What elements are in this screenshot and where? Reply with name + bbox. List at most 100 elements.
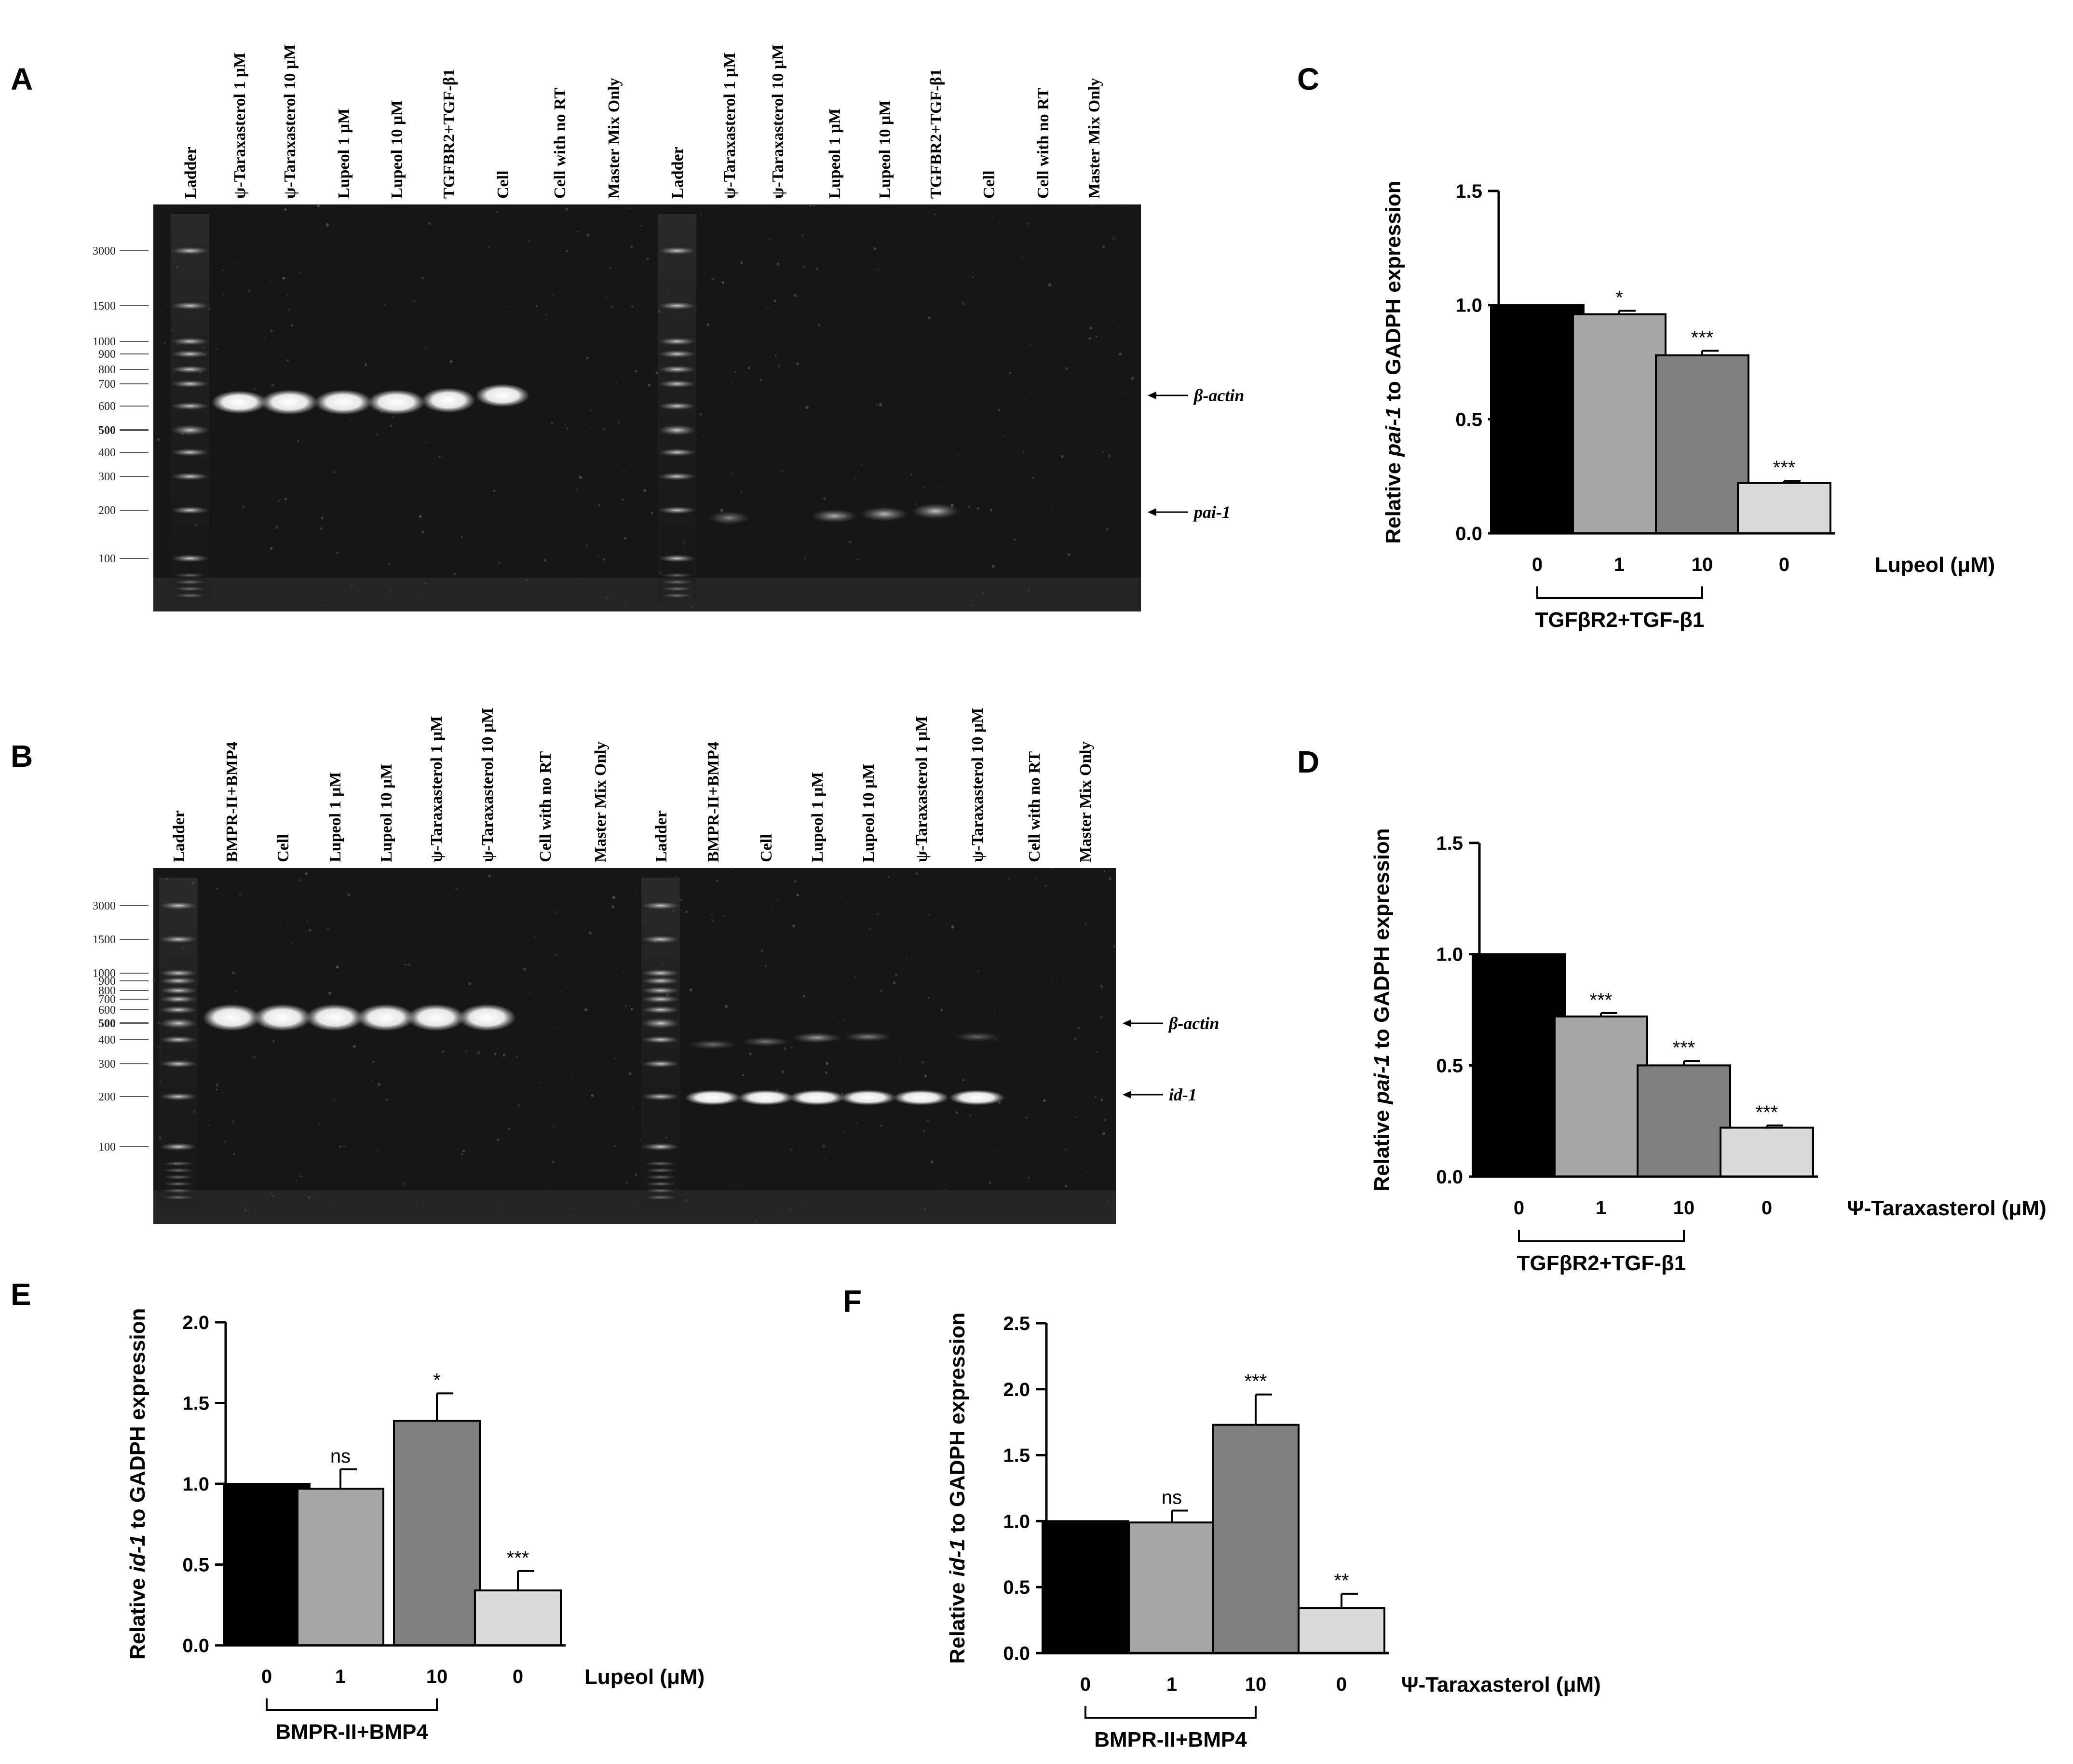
gel-speck	[1122, 392, 1123, 393]
gel-speck	[412, 299, 416, 302]
gel-speck	[306, 447, 308, 449]
gel-speck	[438, 455, 441, 458]
chart-f: 0.0 0.5 1.0 1.5 2.0 2.5 Relative id-1 to GADPH…	[946, 1313, 1601, 1751]
gel-speck	[528, 240, 530, 243]
gel-speck	[397, 903, 399, 904]
gel-speck	[566, 427, 569, 430]
gel-speck	[606, 297, 608, 299]
gel-speck	[377, 1083, 381, 1086]
x-tick-label: 0	[1779, 554, 1789, 575]
gel-band	[844, 1032, 892, 1042]
gel-band	[893, 1090, 949, 1105]
gel-speck	[216, 348, 217, 350]
group-bracket	[1536, 586, 1703, 599]
gel-speck	[1044, 890, 1046, 891]
gel-speck	[566, 250, 569, 253]
y-tick-label: 0.0	[1436, 1167, 1463, 1188]
y-tick-label: 2.5	[1003, 1313, 1030, 1334]
gel-speck	[1089, 326, 1093, 330]
gel-speck	[805, 406, 809, 409]
y-tick-label: 1.5	[1003, 1445, 1030, 1466]
gel-speck	[545, 319, 547, 321]
gel-speck	[635, 890, 637, 892]
gel-speck	[767, 307, 769, 309]
ladder-band	[644, 1161, 677, 1166]
lane-label: ψ-Taraxasterol 10 μM	[281, 44, 299, 199]
ladder-band	[171, 338, 209, 345]
gel-speck	[602, 428, 606, 432]
y-axis-title-gene: pai-1	[1370, 1055, 1394, 1105]
gel-speck	[639, 1139, 642, 1140]
gel-band	[458, 1004, 516, 1031]
gel-speck	[298, 879, 300, 882]
gel-speck	[1035, 877, 1037, 880]
gel-speck	[1100, 1016, 1103, 1018]
gel-speck	[893, 981, 896, 984]
ladder-band	[658, 555, 696, 562]
y-tick-label: 2.0	[182, 1312, 209, 1333]
y-axis-title-gene: pai-1	[1382, 407, 1405, 457]
group-bracket-label: BMPR-II+BMP4	[1094, 1728, 1247, 1751]
gel-speck	[611, 305, 614, 309]
gel-speck	[590, 410, 592, 411]
lane-label: Lupeol 10 μM	[388, 100, 406, 199]
y-axis-title: Relative pai-1 to GADPH expression	[1382, 180, 1405, 543]
gel-speck	[465, 1050, 467, 1052]
gel-speck	[764, 965, 767, 967]
gel-speck	[271, 330, 273, 332]
gel-speck	[319, 219, 321, 220]
gel-speck	[498, 561, 501, 564]
gel-speck	[1103, 870, 1105, 872]
gel-speck	[1022, 451, 1024, 453]
gel-speck	[1108, 455, 1111, 457]
bar	[1637, 1064, 1731, 1178]
gel-speck	[997, 1151, 999, 1153]
gel-speck	[1030, 344, 1031, 346]
gel-speck	[1043, 1099, 1046, 1102]
gel-speck	[157, 1046, 159, 1048]
ladder-band	[641, 995, 680, 1003]
ladder-band	[159, 1018, 198, 1029]
lane-label: Cell	[980, 170, 998, 199]
panel-letter-a: A	[11, 62, 33, 96]
significance-label: ***	[1673, 1037, 1695, 1058]
gel-speck	[910, 473, 913, 475]
gel-speck	[317, 204, 320, 207]
gel-speck	[282, 276, 285, 280]
gel-speck	[442, 1050, 445, 1053]
gel-speck	[388, 563, 390, 566]
gel-speck	[617, 421, 621, 424]
gel-speck	[376, 433, 379, 436]
gel-speck	[1074, 1037, 1077, 1041]
gel-speck	[824, 1158, 826, 1159]
x-tick-label: 1	[1596, 1197, 1606, 1219]
y-tick-label: 1.0	[1436, 944, 1463, 965]
band-arrow-head	[1123, 1091, 1131, 1099]
gel-speck	[980, 1154, 982, 1156]
gel-speck	[680, 898, 683, 901]
gel-speck	[777, 364, 781, 367]
x-tick-label: 10	[426, 1666, 448, 1687]
gel-speck	[299, 271, 301, 273]
gel-speck	[404, 963, 406, 965]
gel-speck	[927, 914, 930, 916]
marker-size-label: 600	[98, 1004, 116, 1017]
bar	[1720, 1126, 1814, 1178]
gel-band	[689, 1040, 737, 1049]
gel-speck	[876, 404, 878, 406]
gel-band	[357, 1004, 415, 1031]
significance-label: **	[1334, 1570, 1349, 1591]
y-tick-label: 0.5	[1455, 409, 1482, 430]
gel-speck	[290, 324, 293, 327]
gel-speck	[989, 1181, 991, 1184]
gel-speck	[223, 1140, 226, 1143]
ladder-band	[658, 366, 696, 373]
gel-speck	[796, 894, 799, 896]
gel-speck	[631, 1106, 633, 1108]
gel-speck	[839, 1022, 841, 1024]
gel-speck	[477, 1051, 481, 1055]
marker-size-label: 1500	[93, 300, 116, 312]
ladder-band	[159, 1036, 198, 1044]
marker-size-label: 200	[98, 1091, 116, 1103]
x-tick-label: 0	[1761, 1197, 1772, 1219]
